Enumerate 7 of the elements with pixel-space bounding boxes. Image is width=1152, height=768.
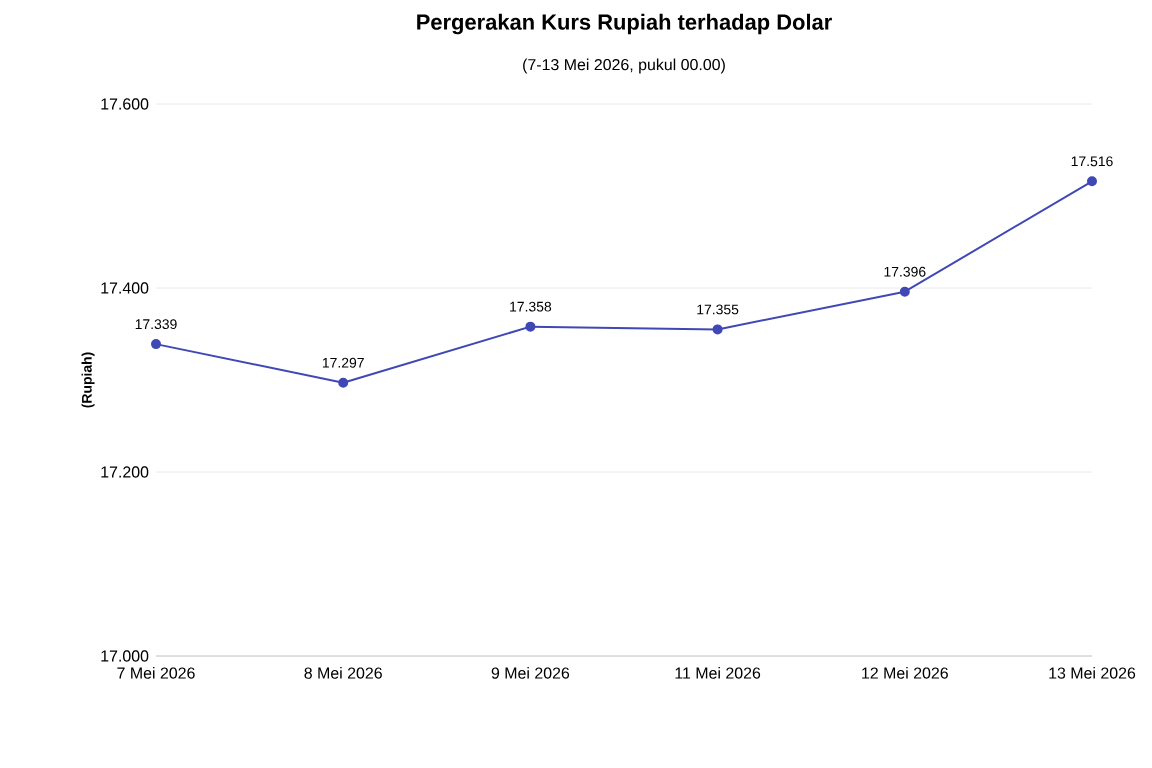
chart-title: Pergerakan Kurs Rupiah terhadap Dolar — [417, 13, 832, 35]
point — [712, 324, 723, 335]
point — [525, 321, 536, 332]
point — [151, 339, 161, 350]
point — [338, 377, 349, 388]
point — [899, 286, 910, 297]
point — [1087, 176, 1097, 187]
